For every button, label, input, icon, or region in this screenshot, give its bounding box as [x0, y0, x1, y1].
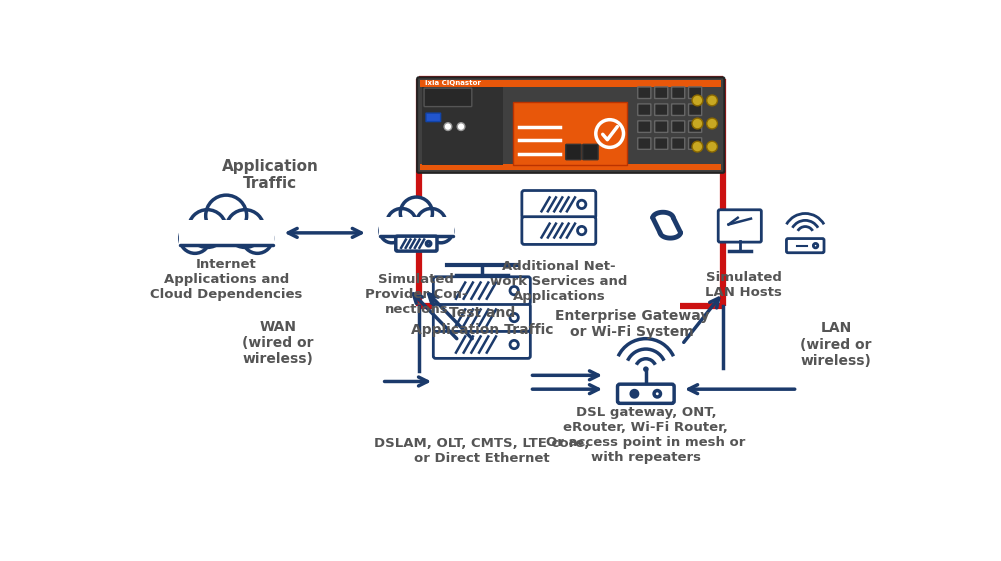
FancyBboxPatch shape: [672, 121, 685, 132]
FancyBboxPatch shape: [638, 138, 651, 149]
Text: ixia CIQnastor: ixia CIQnastor: [424, 80, 480, 86]
Circle shape: [707, 95, 718, 106]
FancyBboxPatch shape: [638, 121, 651, 132]
Circle shape: [180, 223, 210, 254]
FancyBboxPatch shape: [426, 113, 440, 122]
Bar: [420, 80, 722, 86]
FancyBboxPatch shape: [522, 217, 596, 245]
Text: Simulated
LAN Hosts: Simulated LAN Hosts: [705, 271, 782, 299]
Circle shape: [692, 95, 703, 106]
Circle shape: [426, 242, 430, 246]
Circle shape: [596, 119, 624, 148]
FancyBboxPatch shape: [618, 384, 674, 403]
Bar: [379, 217, 453, 236]
Circle shape: [707, 118, 718, 129]
FancyBboxPatch shape: [672, 104, 685, 116]
Circle shape: [416, 209, 446, 238]
Text: DSLAM, OLT, CMTS, LTE core,
or Direct Ethernet: DSLAM, OLT, CMTS, LTE core, or Direct Et…: [374, 437, 590, 465]
FancyBboxPatch shape: [522, 191, 596, 218]
Circle shape: [226, 210, 264, 247]
Text: Internet
Applications and
Cloud Dependencies: Internet Applications and Cloud Dependen…: [150, 257, 302, 301]
FancyBboxPatch shape: [424, 88, 471, 107]
FancyBboxPatch shape: [719, 210, 762, 242]
Bar: [421, 86, 503, 165]
FancyBboxPatch shape: [655, 121, 668, 132]
FancyBboxPatch shape: [433, 277, 531, 305]
Circle shape: [380, 219, 403, 243]
Circle shape: [444, 123, 451, 131]
FancyBboxPatch shape: [638, 87, 651, 99]
FancyBboxPatch shape: [672, 138, 685, 149]
FancyBboxPatch shape: [395, 236, 437, 251]
FancyBboxPatch shape: [655, 87, 668, 99]
FancyBboxPatch shape: [655, 138, 668, 149]
Circle shape: [510, 287, 519, 295]
Bar: [420, 164, 722, 170]
Circle shape: [578, 200, 586, 209]
Circle shape: [400, 197, 432, 229]
Text: DSL gateway, ONT,
eRouter, Wi-Fi Router,
Or access point in mesh or
with repeate: DSL gateway, ONT, eRouter, Wi-Fi Router,…: [547, 406, 746, 465]
Circle shape: [632, 390, 638, 397]
Text: Test and
Application Traffic: Test and Application Traffic: [410, 306, 554, 337]
Text: Simulated
Provider Con-
nections: Simulated Provider Con- nections: [365, 273, 467, 316]
Circle shape: [429, 219, 452, 243]
Circle shape: [242, 223, 272, 254]
FancyBboxPatch shape: [689, 104, 702, 116]
Circle shape: [457, 123, 464, 131]
Text: Additional Net-
work Services and
Applications: Additional Net- work Services and Applic…: [490, 260, 628, 303]
FancyBboxPatch shape: [433, 330, 531, 358]
FancyBboxPatch shape: [638, 104, 651, 116]
Circle shape: [643, 366, 649, 372]
Bar: [179, 220, 273, 245]
Circle shape: [692, 141, 703, 152]
FancyBboxPatch shape: [417, 77, 725, 173]
Circle shape: [814, 243, 818, 248]
Circle shape: [386, 209, 416, 238]
Circle shape: [578, 227, 586, 234]
FancyBboxPatch shape: [689, 138, 702, 149]
FancyBboxPatch shape: [689, 121, 702, 132]
FancyBboxPatch shape: [433, 304, 531, 332]
Text: LAN
(wired or
wireless): LAN (wired or wireless): [800, 321, 872, 367]
Circle shape: [654, 390, 661, 397]
Text: WAN
(wired or
wireless): WAN (wired or wireless): [242, 320, 313, 366]
FancyBboxPatch shape: [689, 87, 702, 99]
Circle shape: [188, 210, 226, 247]
FancyBboxPatch shape: [583, 144, 599, 160]
FancyBboxPatch shape: [655, 104, 668, 116]
Circle shape: [707, 141, 718, 152]
Text: Application
Traffic: Application Traffic: [221, 159, 318, 191]
FancyBboxPatch shape: [566, 144, 582, 160]
FancyBboxPatch shape: [672, 87, 685, 99]
Circle shape: [510, 341, 519, 349]
Circle shape: [692, 118, 703, 129]
Circle shape: [206, 195, 246, 236]
Text: Enterprise Gateway
or Wi-Fi System: Enterprise Gateway or Wi-Fi System: [555, 309, 709, 339]
FancyBboxPatch shape: [787, 238, 824, 253]
Circle shape: [510, 314, 519, 321]
Bar: [513, 102, 627, 165]
